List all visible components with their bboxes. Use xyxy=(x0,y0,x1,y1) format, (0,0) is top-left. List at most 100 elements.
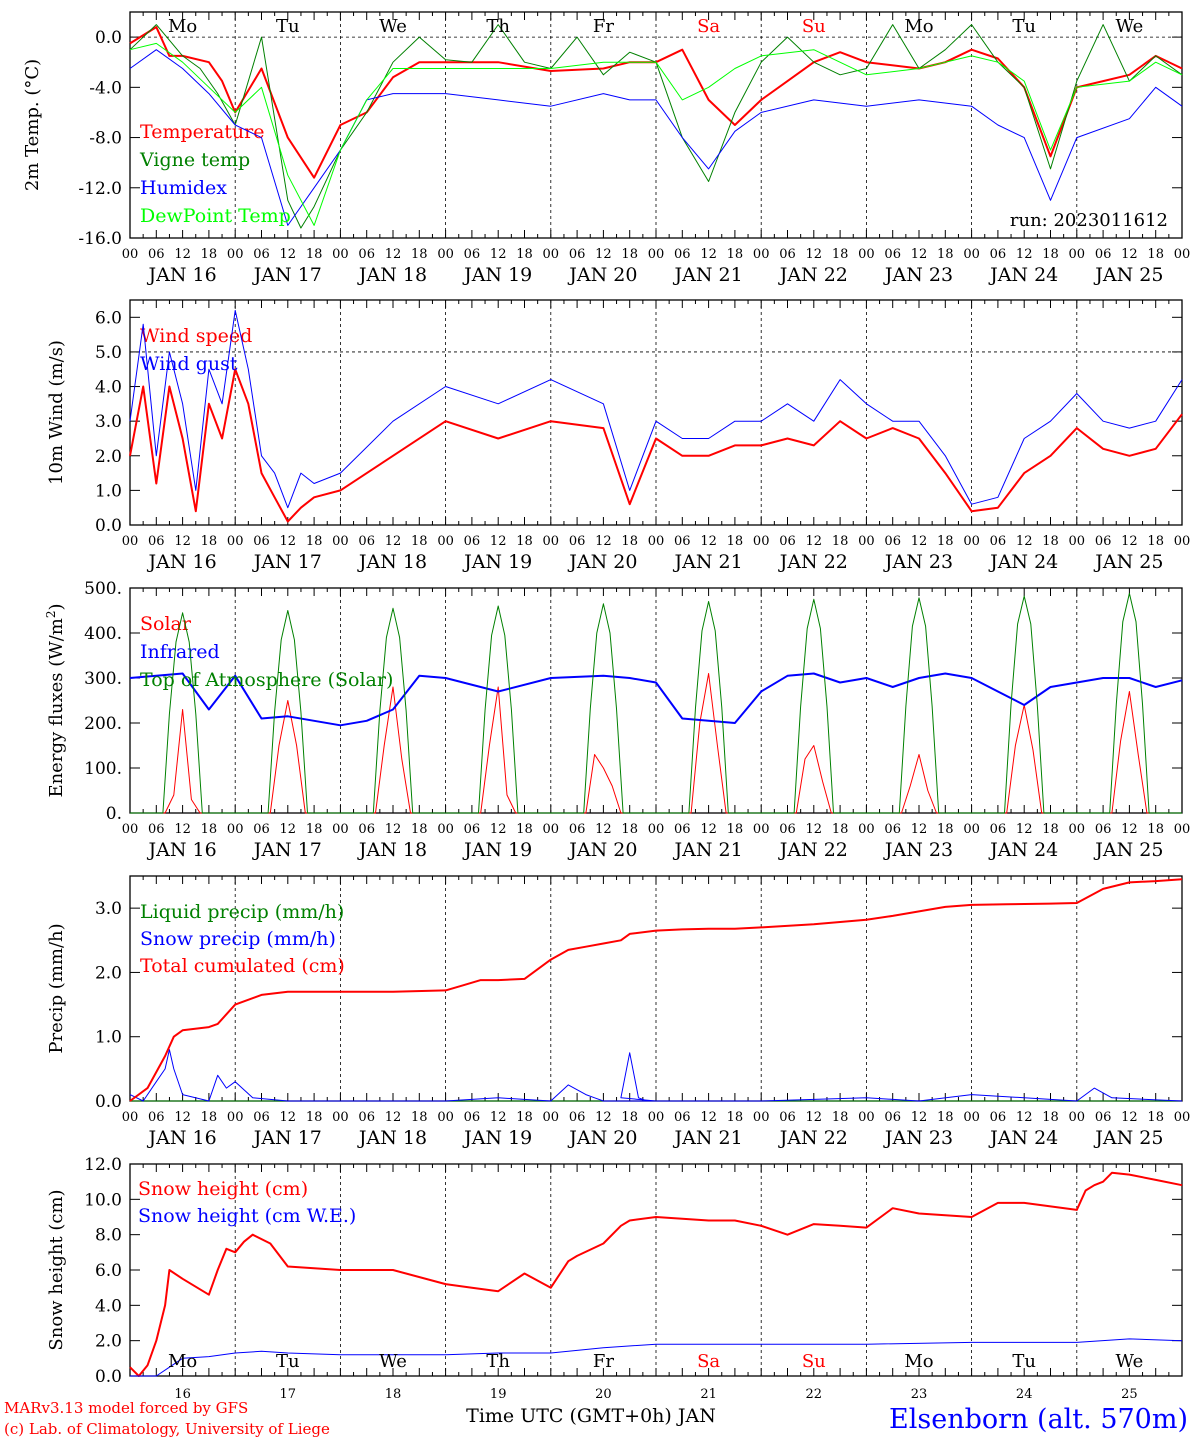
hour-tick-label: 18 xyxy=(832,1110,849,1125)
hour-tick-label: 12 xyxy=(806,247,823,262)
y-tick-label: 0.0 xyxy=(95,516,122,536)
hour-tick-label: 12 xyxy=(385,247,402,262)
hour-tick-label: 12 xyxy=(385,534,402,549)
legend-entry: Wind speed xyxy=(140,325,252,347)
hour-tick-label: 12 xyxy=(280,534,297,549)
day-label: JAN 25 xyxy=(1093,551,1163,573)
hour-tick-label: 18 xyxy=(621,247,638,262)
weekday-label: Fr xyxy=(593,16,614,37)
weekday-label: Tu xyxy=(1012,1351,1036,1372)
hour-tick-label: 00 xyxy=(963,534,980,549)
hour-tick-label: 06 xyxy=(569,822,586,837)
weekday-label: Su xyxy=(802,16,826,37)
hour-tick-label: 00 xyxy=(1174,534,1191,549)
legend-entry: Solar xyxy=(140,613,192,635)
hour-tick-label: 00 xyxy=(227,247,244,262)
hour-tick-label: 12 xyxy=(595,822,612,837)
hour-tick-label: 00 xyxy=(437,1110,454,1125)
day-label: JAN 21 xyxy=(673,551,743,573)
hour-tick-label: 18 xyxy=(411,534,428,549)
legend-entry: Snow precip (mm/h) xyxy=(140,928,336,950)
day-label: JAN 20 xyxy=(567,551,637,573)
hour-tick-label: 18 xyxy=(1147,822,1164,837)
hour-tick-label: 18 xyxy=(306,822,323,837)
hour-tick-label: 18 xyxy=(201,1110,218,1125)
hour-tick-label: 00 xyxy=(543,534,560,549)
day-label: JAN 19 xyxy=(462,264,532,286)
hour-tick-label: 06 xyxy=(779,1110,796,1125)
weekday-label: We xyxy=(379,16,407,37)
hour-tick-label: 12 xyxy=(174,534,191,549)
weekday-label: Th xyxy=(486,16,510,37)
hour-tick-label: 06 xyxy=(884,534,901,549)
weekday-label: Sa xyxy=(697,16,720,37)
hour-tick-label: 18 xyxy=(306,247,323,262)
day-number-label: 20 xyxy=(595,1387,612,1402)
hour-tick-label: 18 xyxy=(937,534,954,549)
hour-tick-label: 00 xyxy=(437,534,454,549)
y-tick-label: 2.0 xyxy=(95,447,122,467)
hour-tick-label: 00 xyxy=(1069,534,1086,549)
day-label: JAN 25 xyxy=(1093,1127,1163,1149)
hour-tick-label: 12 xyxy=(911,822,928,837)
y-tick-label: 3.0 xyxy=(95,412,122,432)
hour-tick-label: 00 xyxy=(858,1110,875,1125)
hour-tick-label: 18 xyxy=(832,822,849,837)
hour-tick-label: 12 xyxy=(280,247,297,262)
hour-tick-label: 00 xyxy=(648,1110,665,1125)
hour-tick-label: 12 xyxy=(280,822,297,837)
legend-entry: Snow height (cm W.E.) xyxy=(138,1205,356,1227)
hour-tick-label: 00 xyxy=(753,822,770,837)
hour-tick-label: 18 xyxy=(306,534,323,549)
y-tick-label: 2.0 xyxy=(95,963,122,983)
day-number-label: 22 xyxy=(806,1387,823,1402)
day-label: JAN 19 xyxy=(462,1127,532,1149)
hour-tick-label: 12 xyxy=(174,822,191,837)
y-tick-label: 3.0 xyxy=(95,899,122,919)
day-label: JAN 24 xyxy=(988,839,1058,861)
hour-tick-label: 00 xyxy=(1069,1110,1086,1125)
y-tick-label: 2.0 xyxy=(95,1332,122,1352)
hour-tick-label: 12 xyxy=(490,1110,507,1125)
hour-tick-label: 18 xyxy=(1147,247,1164,262)
hour-tick-label: 00 xyxy=(227,822,244,837)
series-line xyxy=(129,1049,1183,1102)
series-line xyxy=(129,368,1183,523)
legend-entry: Temperature xyxy=(140,121,264,143)
series-line xyxy=(129,42,1183,226)
hour-tick-label: 18 xyxy=(832,247,849,262)
y-axis-label: Snow height (cm) xyxy=(46,1189,67,1350)
hour-tick-label: 06 xyxy=(253,534,270,549)
y-tick-label: -8.0 xyxy=(89,129,122,149)
weekday-label: Mo xyxy=(168,1351,197,1372)
y-tick-label: 0. xyxy=(106,804,122,824)
hour-tick-label: 18 xyxy=(937,247,954,262)
hour-tick-label: 06 xyxy=(569,247,586,262)
hour-tick-label: 00 xyxy=(437,822,454,837)
hour-tick-label: 06 xyxy=(884,822,901,837)
hour-tick-label: 06 xyxy=(253,822,270,837)
day-label: JAN 20 xyxy=(567,1127,637,1149)
hour-tick-label: 12 xyxy=(1016,1110,1033,1125)
station-title: Elsenborn (alt. 570m) xyxy=(889,1404,1188,1435)
day-label: JAN 24 xyxy=(988,551,1058,573)
weekday-label: Sa xyxy=(697,1351,720,1372)
hour-tick-label: 12 xyxy=(700,534,717,549)
hour-tick-label: 12 xyxy=(1016,534,1033,549)
day-label: JAN 16 xyxy=(147,839,217,861)
hour-tick-label: 06 xyxy=(674,534,691,549)
hour-tick-label: 06 xyxy=(148,1110,165,1125)
hour-tick-label: 18 xyxy=(201,534,218,549)
day-label: JAN 18 xyxy=(357,551,427,573)
y-axis-label: 10m Wind (m/s) xyxy=(46,340,67,485)
y-tick-label: 500. xyxy=(84,579,122,599)
hour-tick-label: 18 xyxy=(411,1110,428,1125)
hour-tick-label: 06 xyxy=(358,822,375,837)
day-number-label: 18 xyxy=(385,1387,402,1402)
hour-tick-label: 00 xyxy=(753,1110,770,1125)
hour-tick-label: 18 xyxy=(1042,1110,1059,1125)
hour-tick-label: 18 xyxy=(727,247,744,262)
hour-tick-label: 00 xyxy=(1174,822,1191,837)
hour-tick-label: 06 xyxy=(148,822,165,837)
